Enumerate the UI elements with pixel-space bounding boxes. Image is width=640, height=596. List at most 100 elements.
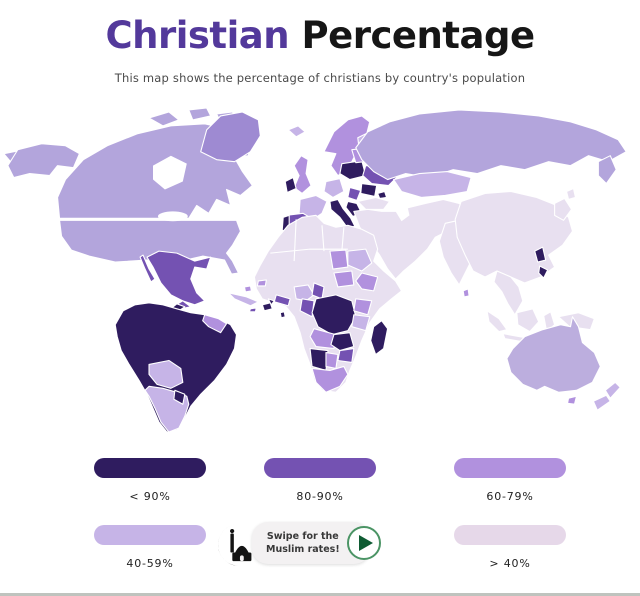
north-africa-border-3 — [341, 227, 345, 252]
legend-swatch-gt90 — [94, 458, 206, 478]
region-japan-north — [565, 187, 577, 200]
legend-item-lt40: > 40% — [430, 525, 590, 570]
region-new-zealand-south — [592, 394, 611, 411]
north-africa-border-1 — [293, 219, 297, 262]
region-poland — [339, 160, 367, 181]
region-philippines-north — [534, 246, 547, 263]
legend-label-gt90: < 90% — [129, 490, 171, 503]
region-kamchatka — [597, 155, 617, 185]
region-borneo — [516, 308, 540, 333]
north-america-region — [3, 107, 286, 320]
region-congo-gabon — [299, 298, 315, 318]
region-ethiopia — [355, 272, 379, 292]
region-southeast-asia — [493, 270, 524, 316]
region-balkans — [347, 186, 362, 201]
region-bahamas — [243, 285, 252, 293]
region-alaska — [7, 143, 80, 179]
region-zimbabwe — [337, 348, 355, 364]
mosque-icon — [218, 523, 252, 566]
subtitle: This map shows the percentage of christi… — [114, 70, 526, 85]
region-iceland — [287, 125, 306, 138]
region-namibia — [309, 348, 329, 371]
region-hispaniola — [261, 302, 273, 312]
region-arctic-island-2 — [188, 107, 212, 121]
north-africa-border-2 — [321, 225, 325, 252]
region-caucasus — [377, 190, 388, 199]
legend-swatch-60-79 — [454, 458, 566, 478]
legend-item-80-90: 80-90% — [240, 458, 400, 503]
region-uganda-kenya — [353, 298, 373, 316]
legend-label-40-59: 40-59% — [126, 557, 174, 570]
swipe-badge[interactable]: Swipe for the Muslim rates! — [218, 516, 432, 570]
region-sumatra — [486, 310, 508, 333]
legend: < 90% 80-90% 60-79% 40-59% > 40% Swipe f… — [0, 442, 640, 596]
region-angola — [309, 328, 337, 350]
region-ireland — [284, 177, 297, 194]
region-arctic-island-1 — [148, 111, 180, 127]
legend-swatch-40-59 — [94, 525, 206, 545]
region-jamaica — [248, 307, 257, 313]
title-word-percentage: Percentage — [301, 14, 535, 57]
region-usa — [58, 219, 242, 275]
region-philippines-south — [538, 265, 549, 279]
region-tasmania — [566, 395, 578, 405]
region-tanzania — [351, 314, 371, 332]
sahara-border-line — [270, 248, 348, 254]
region-papua-new-guinea — [558, 312, 595, 331]
legend-label-60-79: 60-79% — [486, 490, 534, 503]
region-italy — [329, 198, 356, 229]
region-zambia — [330, 332, 355, 352]
region-turkey — [357, 196, 391, 210]
region-greenland — [200, 111, 261, 163]
region-germany-central-europe — [323, 178, 345, 198]
legend-swatch-lt40 — [454, 525, 566, 545]
legend-item-40-59: 40-59% — [70, 525, 230, 570]
region-australia — [506, 316, 601, 393]
region-senegal — [256, 279, 267, 287]
region-romania — [360, 182, 378, 197]
region-botswana — [325, 351, 339, 369]
region-chad — [329, 249, 349, 270]
page-title: Christian Percentage — [0, 0, 640, 57]
legend-swatch-80-90 — [264, 458, 376, 478]
hudson-bay-water — [152, 155, 187, 190]
region-nigeria — [293, 284, 315, 302]
south-america-region — [114, 302, 238, 433]
region-uk — [293, 155, 312, 195]
great-lakes-water — [157, 211, 188, 222]
bottom-edge-strip — [0, 593, 640, 596]
swipe-text-line1: Swipe for the — [266, 530, 339, 542]
region-bolivia — [148, 359, 184, 389]
world-map-svg — [3, 107, 627, 433]
region-new-zealand-north — [604, 381, 621, 399]
caspian-sea-water — [395, 197, 410, 222]
region-lesser-antilles — [279, 311, 286, 319]
region-baja-california — [139, 254, 156, 283]
legend-label-lt40: > 40% — [489, 557, 531, 570]
world-choropleth-map — [0, 104, 640, 442]
africa-region — [253, 214, 403, 393]
region-south-africa — [311, 365, 349, 393]
region-drc — [311, 294, 357, 336]
legend-item-60-79: 60-79% — [430, 458, 590, 503]
region-russia — [355, 109, 627, 181]
title-word-christian: Christian — [105, 14, 290, 57]
play-button-icon[interactable] — [346, 525, 382, 561]
region-kazakhstan — [393, 171, 472, 198]
region-south-sudan-car — [333, 270, 355, 288]
region-cuba — [227, 292, 259, 307]
asia-region — [353, 109, 627, 346]
swipe-text-line2: Muslim rates! — [266, 544, 340, 555]
region-liberia — [267, 298, 275, 306]
header: Christian Percentage This map shows the … — [0, 0, 640, 104]
region-guyanas — [202, 314, 228, 334]
legend-item-gt90: < 90% — [70, 458, 230, 503]
oceania-region — [506, 316, 621, 411]
region-madagascar — [370, 320, 389, 356]
region-sudan — [347, 248, 373, 272]
region-paraguay — [173, 389, 186, 405]
region-ghana-ivory-coast — [273, 294, 291, 307]
region-mexico — [146, 250, 212, 306]
region-sri-lanka — [462, 288, 470, 298]
region-japan — [554, 197, 573, 221]
